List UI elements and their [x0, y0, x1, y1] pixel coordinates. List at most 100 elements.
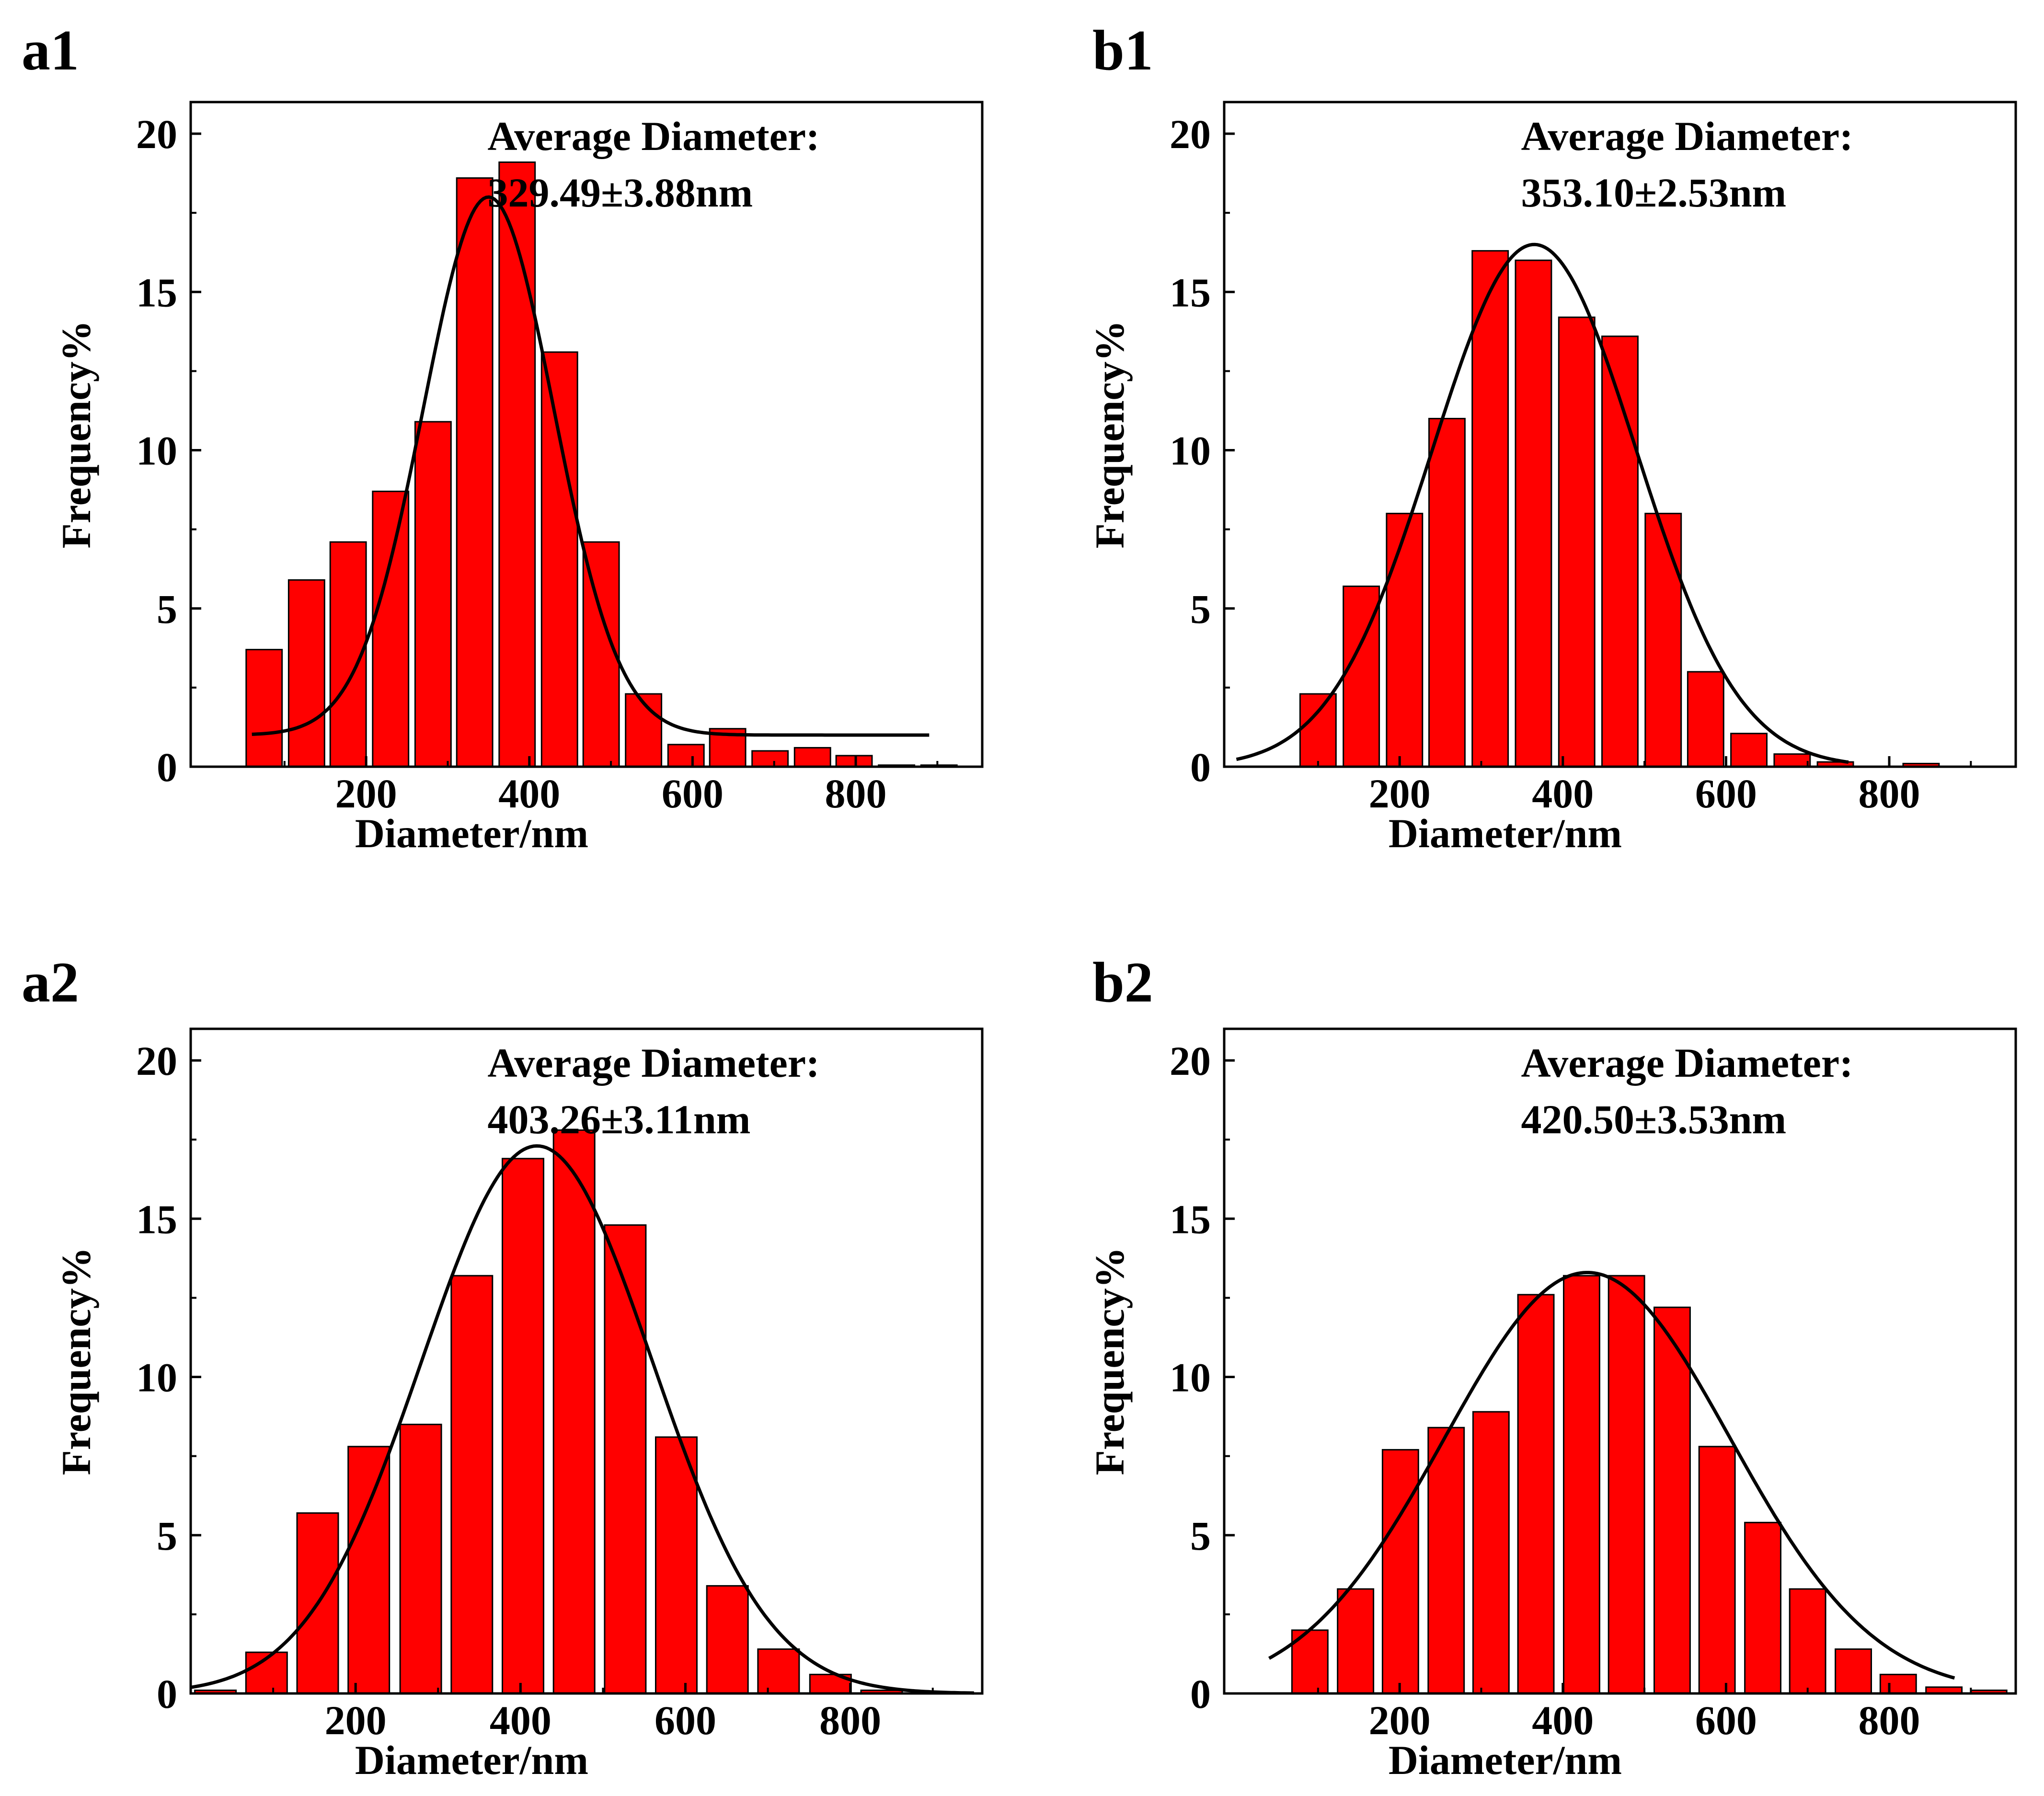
annotation-value: 420.50±3.53nm: [1521, 1096, 1787, 1142]
y-tick-label: 15: [1170, 1196, 1211, 1242]
x-axis-label: Diameter/nm: [1389, 1737, 1622, 1783]
gaussian-fit-curve: [190, 1144, 974, 1695]
histogram-bar: [450, 1275, 494, 1694]
y-tick-label: 10: [1170, 1355, 1211, 1401]
x-tick-label: 400: [1532, 771, 1594, 817]
histogram-bar: [706, 1585, 749, 1694]
x-tick-label: 800: [1859, 771, 1920, 817]
histogram-bar: [1773, 753, 1811, 768]
histogram-bar: [1744, 1521, 1782, 1694]
y-tick-label: 20: [136, 111, 177, 157]
y-tick-label: 5: [1190, 586, 1211, 632]
histogram-bar: [793, 747, 831, 768]
histogram-bar: [582, 541, 620, 768]
histogram-bar: [1558, 316, 1596, 768]
histogram-bar: [1563, 1275, 1600, 1694]
y-tick-label: 10: [1170, 428, 1211, 474]
x-tick-label: 200: [335, 771, 397, 817]
annotation-title: Average Diameter:: [1521, 113, 1853, 159]
x-axis-label: Diameter/nm: [1389, 810, 1622, 856]
histogram-bar: [414, 421, 452, 768]
histogram-bar: [1687, 671, 1724, 768]
chart-panel-a1: a1 200 400 600 800 0 5 10 15 20 Diameter/nm Frequen…: [22, 18, 984, 856]
histogram-bar: [347, 1446, 390, 1694]
chart-panel-b2: b2 200 400 600 800 0 5 10 15 20 Diameter/nm Frequen…: [1087, 950, 2017, 1783]
x-tick-label: 800: [1859, 1697, 1920, 1743]
histogram-bar: [625, 693, 663, 768]
y-tick-label: 0: [1190, 1671, 1211, 1717]
histogram-bar: [835, 755, 873, 768]
plot-frame: [1223, 101, 2017, 768]
x-tick-label: 400: [1532, 1697, 1594, 1743]
histogram-bar: [1428, 418, 1466, 768]
histogram-bar: [498, 161, 536, 768]
y-axis-label: Frequency%: [53, 1247, 99, 1475]
y-tick-label: 15: [1170, 269, 1211, 315]
histogram-bar: [1835, 1648, 1872, 1694]
y-tick-label: 15: [136, 1196, 177, 1242]
histogram-bar: [1472, 1411, 1510, 1694]
panel-label: a1: [22, 18, 79, 82]
y-tick-label: 5: [157, 586, 177, 632]
histogram-bar: [502, 1158, 544, 1694]
x-tick-label: 600: [655, 1697, 716, 1743]
x-tick-label: 200: [325, 1697, 387, 1743]
annotation-value: 329.49±3.88nm: [488, 170, 753, 216]
y-tick-label: 0: [157, 744, 177, 790]
y-tick-label: 5: [157, 1513, 177, 1559]
histogram-bar: [1601, 335, 1639, 768]
histogram-bar: [1381, 1449, 1419, 1694]
annotation-value: 403.26±3.11nm: [488, 1096, 751, 1142]
x-tick-label: 400: [490, 1697, 551, 1743]
plot-frame: [189, 1027, 984, 1695]
x-tick-label: 800: [825, 771, 887, 817]
y-axis-label: Frequency%: [1087, 1247, 1133, 1475]
histogram-bar: [329, 541, 367, 768]
y-tick-label: 20: [1170, 111, 1211, 157]
histogram-bar: [456, 177, 494, 768]
histogram-bar: [372, 490, 410, 768]
histogram-bar: [245, 649, 283, 768]
y-tick-label: 5: [1190, 1513, 1211, 1559]
histogram-bar: [1299, 693, 1337, 768]
annotation-title: Average Diameter:: [488, 113, 820, 159]
y-tick-label: 15: [136, 269, 177, 315]
histogram-bar: [540, 351, 578, 768]
x-tick-label: 600: [662, 771, 723, 817]
annotation-title: Average Diameter:: [488, 1040, 820, 1086]
y-tick-label: 0: [1190, 744, 1211, 790]
histogram-bar: [1427, 1427, 1465, 1694]
x-tick-label: 600: [1695, 1697, 1757, 1743]
gaussian-fit-curve: [1268, 1271, 1955, 1680]
histogram-bar: [287, 579, 325, 768]
histogram-bar: [1644, 513, 1682, 768]
y-axis-label: Frequency%: [53, 320, 99, 548]
histogram-bar: [604, 1224, 647, 1694]
histogram-bar: [1337, 1588, 1375, 1694]
histogram-bar: [1698, 1446, 1736, 1694]
x-axis-label: Diameter/nm: [355, 810, 588, 856]
histogram-bar: [1654, 1306, 1691, 1694]
panel-label: b1: [1092, 18, 1153, 82]
x-tick-label: 800: [819, 1697, 881, 1743]
y-tick-label: 20: [1170, 1038, 1211, 1084]
histogram-bar: [655, 1436, 698, 1694]
gaussian-fit-curve: [1236, 242, 1849, 764]
y-tick-label: 0: [157, 1671, 177, 1717]
annotation-title: Average Diameter:: [1521, 1040, 1853, 1086]
histogram-bar: [1517, 1294, 1555, 1694]
histogram-bar: [751, 750, 789, 768]
histogram-bar: [1608, 1275, 1645, 1694]
panel-label: b2: [1092, 950, 1153, 1014]
y-tick-label: 10: [136, 428, 177, 474]
chart-panel-a2: a2 200 400 600 800 0 5 10 15 20 Diameter/nm Frequen…: [22, 950, 984, 1783]
gaussian-fit-curve: [252, 195, 930, 737]
histogram-bar: [1730, 733, 1768, 768]
x-tick-label: 200: [1369, 1697, 1431, 1743]
x-tick-label: 600: [1695, 771, 1757, 817]
histogram-bar: [1386, 513, 1424, 768]
histogram-bar: [1879, 1673, 1917, 1694]
plot-frame: [189, 101, 984, 768]
plot-frame: [1223, 1027, 2017, 1695]
